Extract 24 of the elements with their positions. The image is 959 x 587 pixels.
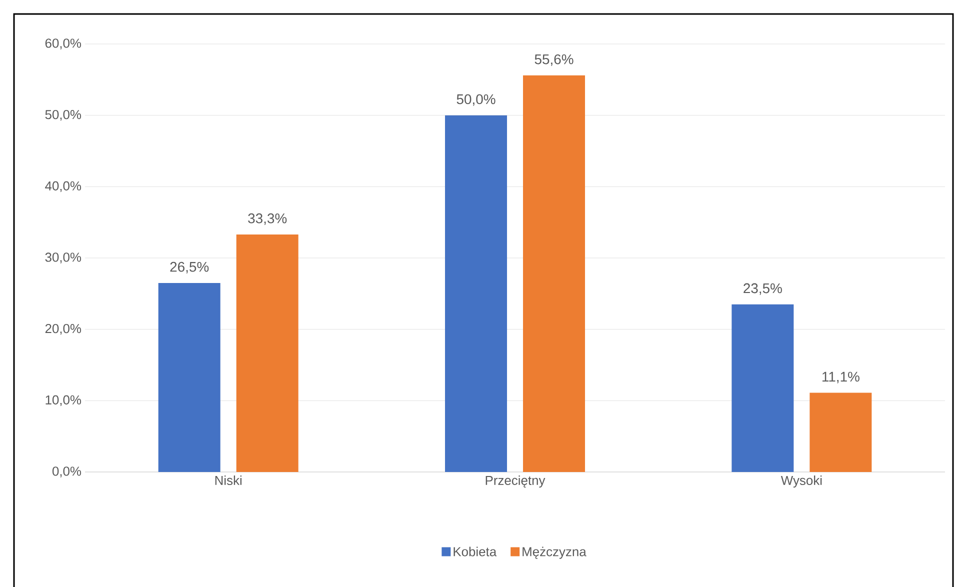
data-label: 11,1% bbox=[822, 372, 860, 384]
data-label: 50,0% bbox=[456, 94, 496, 106]
bar bbox=[810, 392, 872, 472]
bar bbox=[523, 75, 586, 472]
bar bbox=[236, 234, 298, 472]
x-tick-label: Przeciętny bbox=[486, 476, 546, 488]
legend-label: Mężczyzna bbox=[522, 546, 586, 559]
x-tick-label: Niski bbox=[215, 476, 242, 486]
y-tick-label: 10,0% bbox=[46, 395, 82, 406]
data-label: 33,3% bbox=[248, 213, 287, 225]
data-label: 23,5% bbox=[744, 283, 782, 295]
y-tick-label: 30,0% bbox=[45, 252, 82, 264]
x-tick-label: Wysoki bbox=[780, 476, 822, 488]
y-tick-label: 50,0% bbox=[45, 110, 82, 121]
y-tick-label: 40,0% bbox=[45, 181, 82, 192]
y-tick-label: 0,0% bbox=[52, 466, 82, 478]
legend-label: Kobieta bbox=[454, 546, 497, 556]
y-tick-label: 60,0% bbox=[45, 38, 82, 50]
data-label: 55,6% bbox=[534, 54, 574, 66]
bar bbox=[158, 282, 220, 472]
bar bbox=[445, 115, 508, 472]
data-label: 26,5% bbox=[170, 262, 209, 274]
y-tick-label: 20,0% bbox=[45, 324, 82, 335]
bar bbox=[732, 304, 794, 472]
